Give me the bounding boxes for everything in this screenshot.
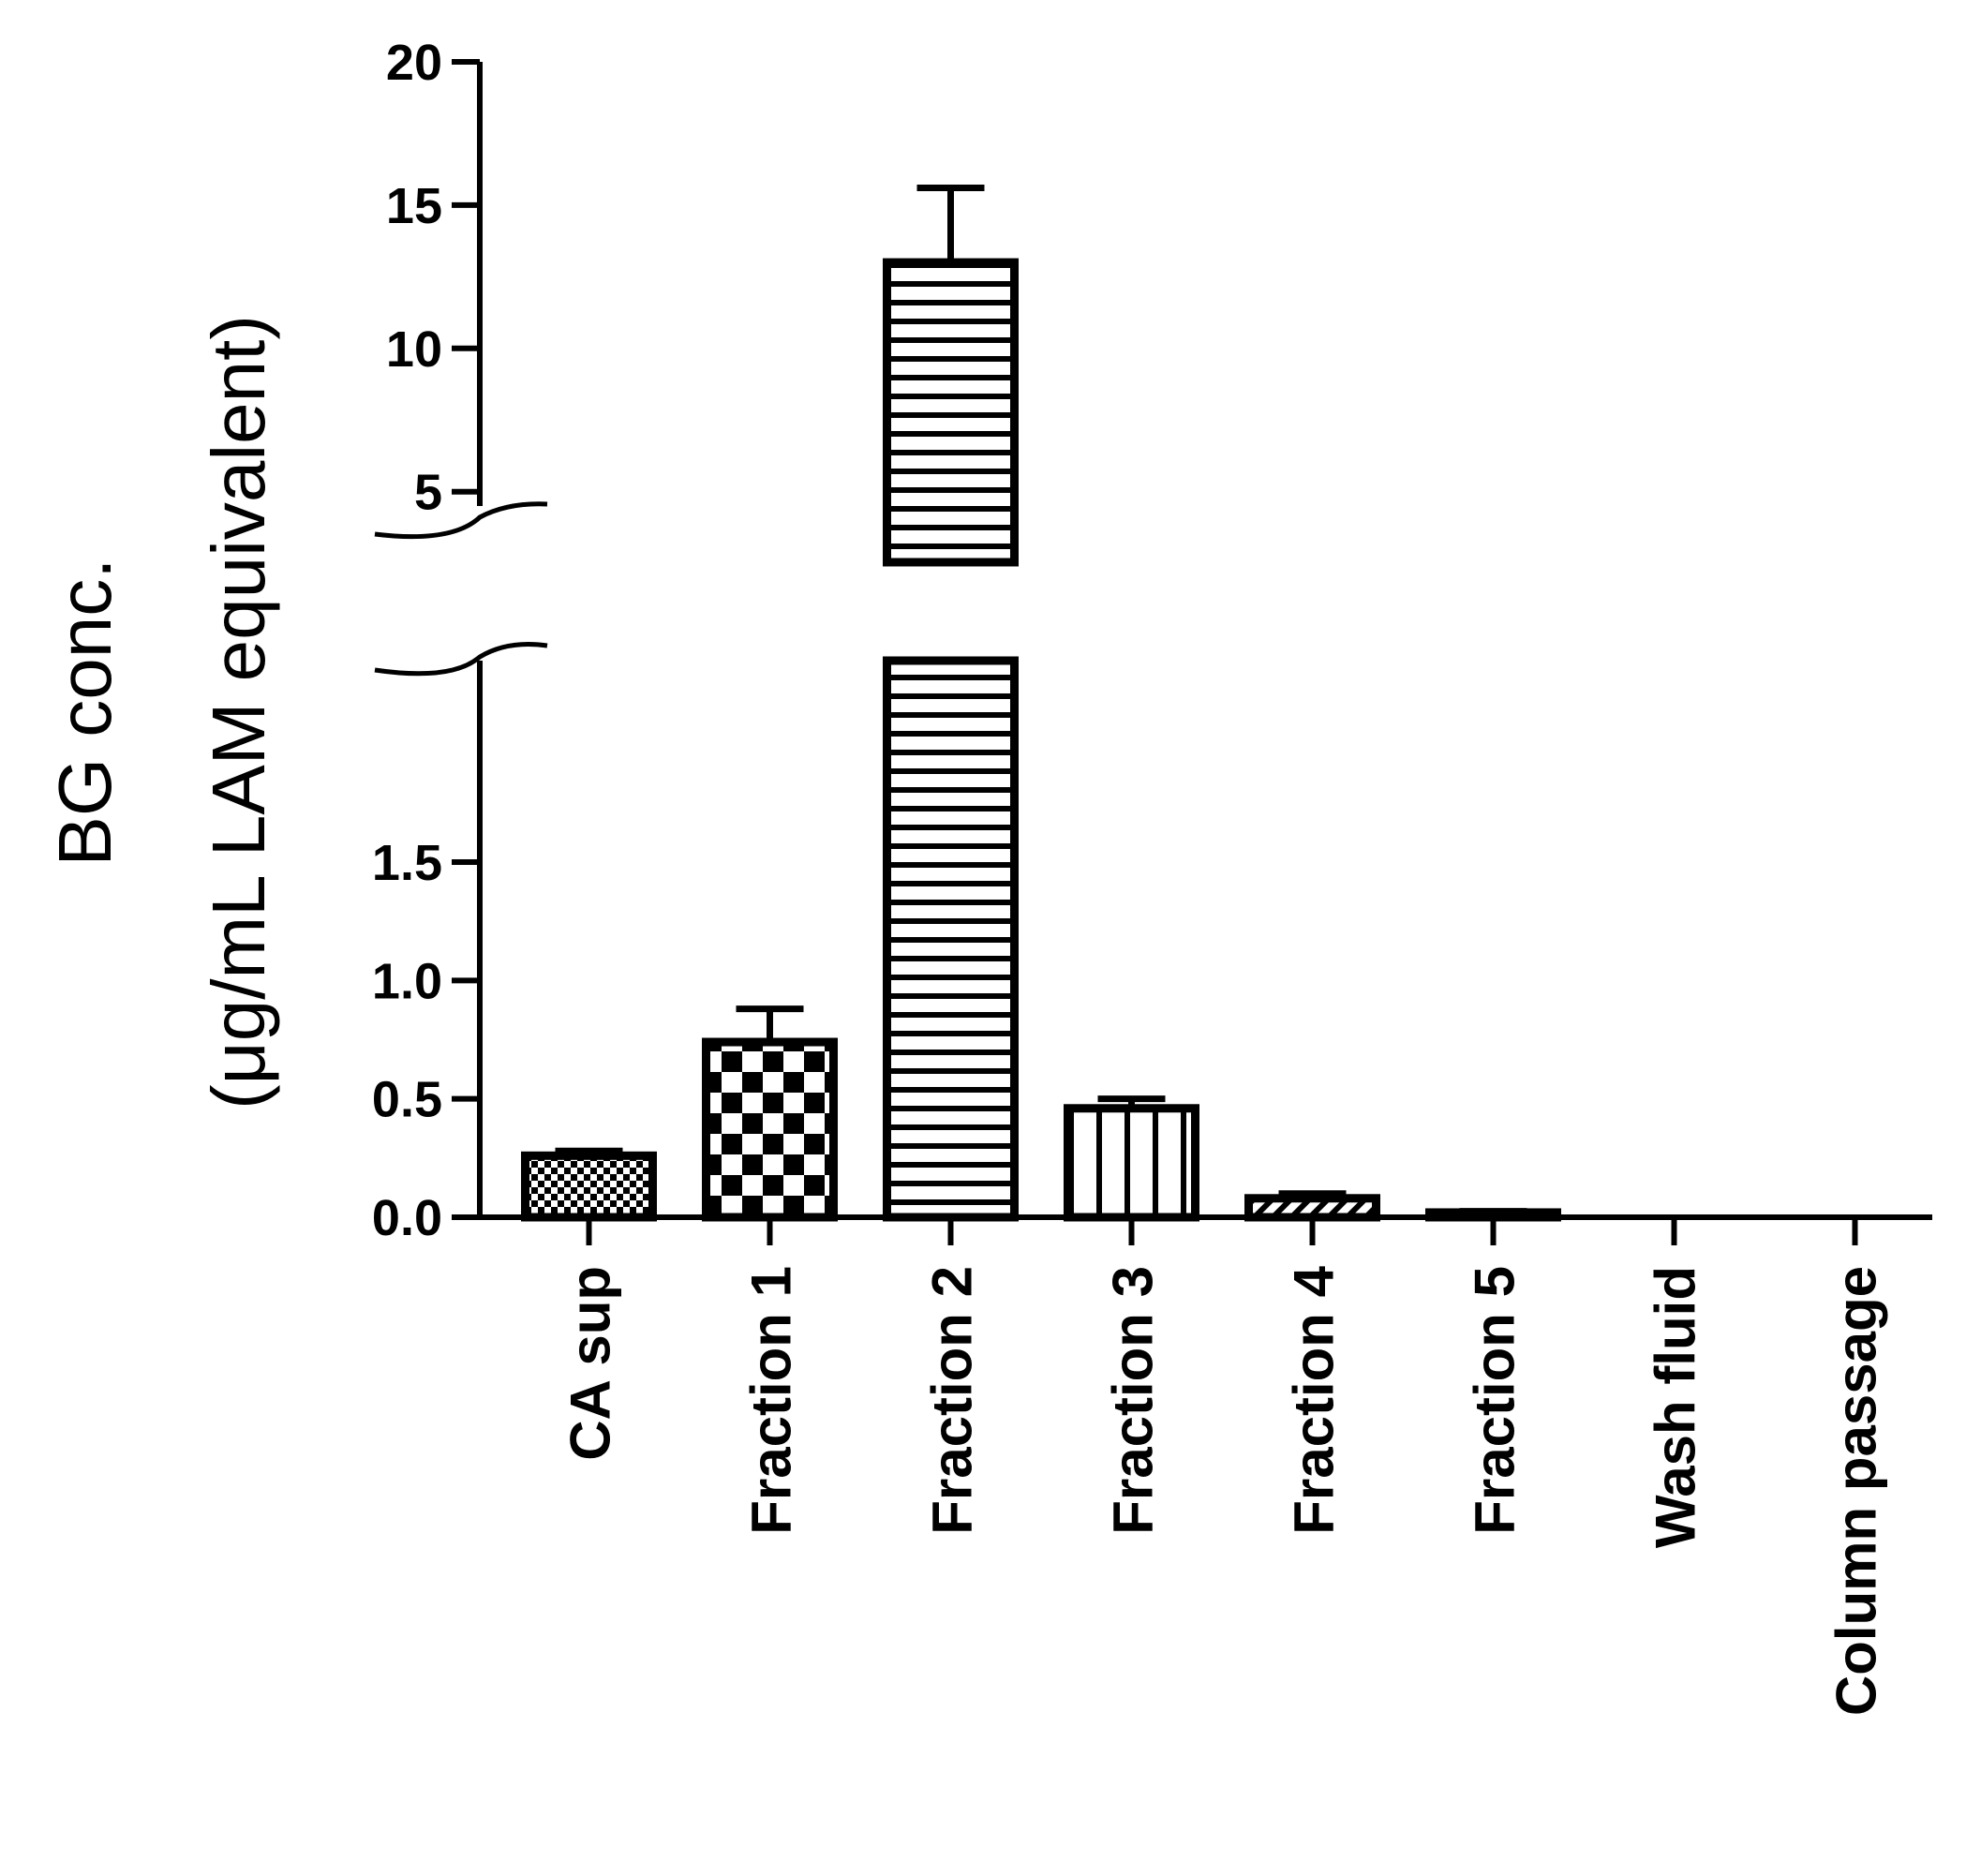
category-label: Fraction 5 [1464, 1266, 1527, 1535]
y-tick-label: 10 [386, 321, 442, 378]
y-tick-label: 0.0 [372, 1190, 442, 1246]
y-axis-title-line2: (μg/mL LAM equivalent) [197, 315, 280, 1109]
category-label: Fraction 1 [740, 1266, 803, 1535]
axis-break-lower [374, 642, 548, 677]
category-label: CA sup [559, 1266, 622, 1461]
category-label: Fraction 3 [1102, 1266, 1165, 1535]
axis-break-upper [374, 501, 548, 540]
bar [1244, 1194, 1380, 1222]
category-label: Fraction 4 [1283, 1265, 1346, 1534]
category-label: Fraction 2 [921, 1266, 984, 1535]
category-label: Wash fluid [1645, 1266, 1707, 1548]
bars [521, 258, 1561, 1222]
bar [702, 1037, 838, 1222]
y-tick-label: 20 [386, 35, 442, 91]
y-tick-label: 1.5 [372, 835, 442, 891]
y-tick-label: 15 [386, 178, 442, 234]
bar [521, 1151, 657, 1222]
y-tick-label: 1.0 [372, 953, 442, 1009]
error-bars [555, 185, 1527, 1215]
bar [1064, 1104, 1199, 1222]
bar-upper-part [883, 258, 1019, 567]
tick-labels: 0.0 0.5 1.0 1.5 5 10 15 20 [372, 35, 442, 1246]
category-labels: CA sup Fraction 1 Fraction 2 Fraction 3 Frac… [559, 1265, 1888, 1716]
bar-lower-part [883, 656, 1019, 1222]
y-tick-label: 5 [414, 465, 442, 521]
category-label: Column passage [1825, 1266, 1888, 1716]
y-axis-title: BG conc. (μg/mL LAM equivalent) [43, 315, 280, 1109]
y-tick-label: 0.5 [372, 1072, 442, 1128]
axes [374, 59, 1932, 1245]
y-axis-title-line1: BG conc. [43, 558, 127, 866]
